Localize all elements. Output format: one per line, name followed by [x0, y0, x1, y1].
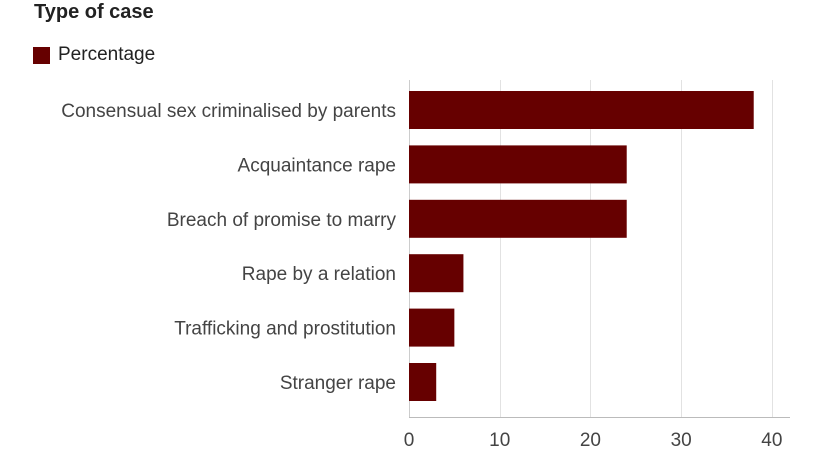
x-tick-label-10: 10: [489, 430, 510, 451]
x-tick-label-30: 30: [671, 430, 692, 451]
category-label-1: Acquaintance rape: [238, 155, 396, 176]
x-tick-label-40: 40: [761, 430, 782, 451]
bar-1[interactable]: [409, 145, 627, 184]
x-tick-label-0: 0: [404, 430, 415, 451]
category-labels: Consensual sex criminalised by parents Ac…: [61, 101, 396, 394]
chart-title: Type of case: [34, 1, 154, 23]
x-tick-labels: 0 10 20 30 40: [404, 430, 783, 451]
category-label-4: Trafficking and prostitution: [174, 319, 396, 340]
legend: Percentage: [33, 44, 155, 66]
bar-4[interactable]: [409, 308, 455, 347]
bar-3[interactable]: [409, 254, 464, 293]
x-tick-label-20: 20: [580, 430, 601, 451]
category-label-5: Stranger rape: [280, 373, 396, 394]
bar-5[interactable]: [409, 363, 437, 401]
grid-lines: [409, 80, 773, 417]
legend-swatch: [33, 46, 50, 64]
legend-label: Percentage: [58, 44, 156, 65]
category-label-2: Breach of promise to marry: [167, 210, 397, 231]
bars: [409, 91, 754, 401]
category-label-0: Consensual sex criminalised by parents: [61, 101, 396, 122]
category-label-3: Rape by a relation: [242, 264, 396, 285]
bar-2[interactable]: [409, 199, 627, 238]
bar-0[interactable]: [409, 91, 754, 129]
